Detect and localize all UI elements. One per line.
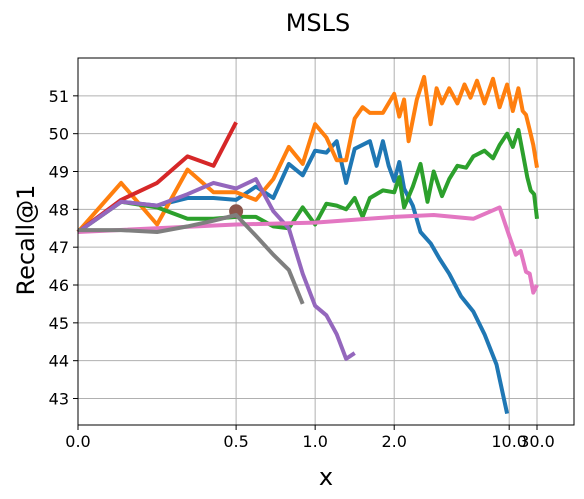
series-line-1 — [76, 139, 510, 415]
y-tick-label: 45 — [49, 314, 69, 333]
y-tick-label: 51 — [49, 87, 69, 106]
plot-frame — [77, 57, 575, 426]
series-line-5 — [76, 177, 356, 361]
series-line-8 — [78, 213, 305, 305]
y-tick-label: 43 — [49, 390, 69, 409]
x-tick-label: 30.0 — [519, 432, 555, 451]
y-tick-label: 44 — [49, 352, 69, 371]
y-axis-label: Recall@1 — [12, 185, 40, 296]
y-tick-label: 50 — [49, 125, 69, 144]
chart-title: MSLS — [286, 9, 351, 37]
series-line-7 — [77, 205, 539, 295]
series-line-2 — [76, 74, 539, 234]
y-tick-label: 46 — [49, 276, 69, 295]
y-tick-label: 48 — [49, 200, 69, 219]
x-tick-label: 2.0 — [381, 432, 406, 451]
y-tick-label: 47 — [49, 238, 69, 257]
x-axis-label: x — [319, 463, 333, 491]
y-tick-label: 49 — [49, 163, 69, 182]
x-tick-label: 0.0 — [65, 432, 90, 451]
series-layer — [76, 74, 539, 415]
x-tick-label: 0.5 — [223, 432, 248, 451]
x-tick-label: 1.0 — [302, 432, 327, 451]
ticks: 0.0 0.5 1.0 2.0 10.030.0 43 44 45 46 47 48 49 50 51 — [49, 87, 555, 451]
x-tick-label: 10.0 — [491, 432, 527, 451]
